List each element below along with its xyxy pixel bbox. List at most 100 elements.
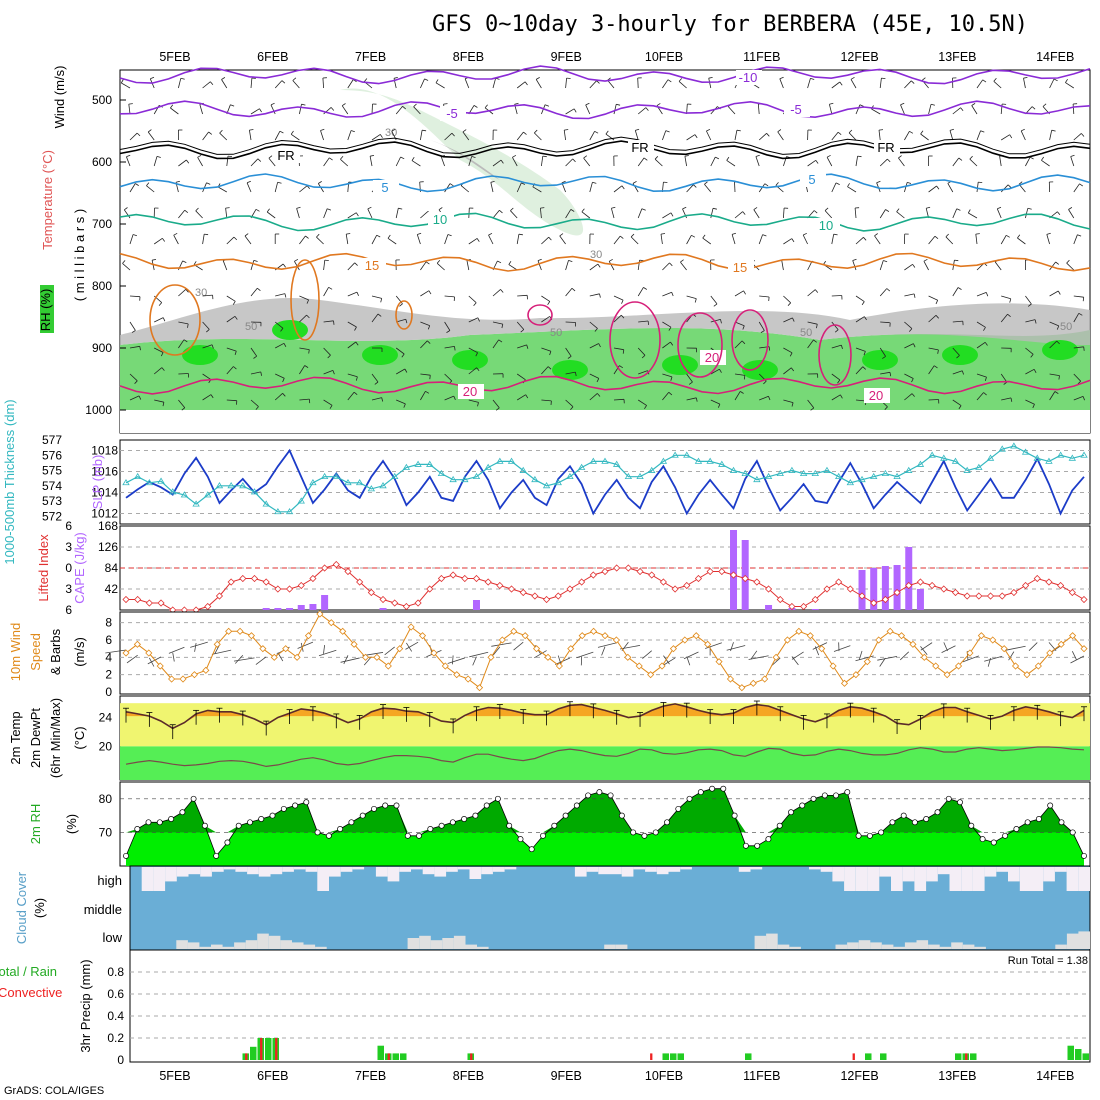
temperature-contour-15 bbox=[395, 300, 413, 330]
wind-barb bbox=[462, 131, 470, 141]
rh2m-point bbox=[134, 826, 141, 832]
wind-barb bbox=[928, 104, 932, 115]
cloud-low-bar bbox=[465, 944, 477, 949]
wind-barb-flag bbox=[374, 381, 379, 385]
slp-line bbox=[125, 448, 1085, 516]
wind-barb-flag bbox=[320, 128, 325, 131]
wind-barb-flag bbox=[1006, 234, 1010, 238]
lifted-index-point bbox=[309, 574, 317, 583]
wind-barb bbox=[217, 186, 227, 193]
thickness-point bbox=[858, 475, 866, 483]
wind10-point bbox=[954, 662, 963, 670]
lifted-index-point bbox=[250, 574, 259, 583]
wind-barb-flag bbox=[975, 233, 980, 235]
wind-barb-flag bbox=[221, 77, 226, 80]
cloud-low-bar bbox=[916, 940, 929, 949]
rh2m-point bbox=[878, 829, 885, 836]
rh2m-units: (%) bbox=[64, 814, 79, 834]
top-date-label: 14FEB bbox=[1036, 50, 1074, 64]
contour-label-bg bbox=[784, 102, 810, 117]
wind-barb bbox=[541, 316, 550, 323]
wind10-point bbox=[270, 653, 278, 661]
wind-barb-flag bbox=[453, 395, 456, 400]
rh2m-point bbox=[664, 819, 670, 826]
wind-barb-flag bbox=[639, 259, 644, 262]
rh2m-point bbox=[359, 812, 366, 819]
wind-barb-flag bbox=[883, 260, 888, 263]
rh2m-point bbox=[494, 795, 501, 802]
precip-tick-label: 0.4 bbox=[107, 1009, 124, 1023]
wind-barb bbox=[1073, 313, 1080, 323]
thickness-point bbox=[764, 472, 773, 480]
wind-barb-flag bbox=[583, 155, 588, 159]
wind-barb-flag bbox=[131, 330, 136, 333]
wind10-grid bbox=[120, 622, 1090, 676]
wind-barb bbox=[534, 132, 542, 141]
wind-barb bbox=[831, 295, 842, 297]
wind-barb-flag bbox=[668, 326, 672, 331]
cloud-low-bar bbox=[303, 944, 316, 949]
wind-barb-flag bbox=[693, 184, 697, 188]
wind-barb bbox=[387, 237, 397, 245]
wind-barb bbox=[541, 366, 549, 375]
wind-barb-flag bbox=[960, 107, 964, 112]
wind-barb-flag bbox=[954, 259, 959, 262]
wind-barb bbox=[221, 79, 228, 89]
wind-barb-flag bbox=[861, 301, 865, 306]
wind-barb-flag bbox=[526, 344, 529, 349]
wind-barb bbox=[976, 79, 984, 89]
wind-barb-flag bbox=[815, 160, 819, 164]
rh2m-point bbox=[416, 832, 422, 839]
precip-total-bar bbox=[250, 1046, 257, 1060]
wind-barb bbox=[686, 235, 692, 245]
rh2m-point bbox=[314, 829, 321, 836]
wind-barb bbox=[734, 391, 741, 401]
wind-barb bbox=[413, 106, 421, 115]
pressure-tick-label: 500 bbox=[92, 93, 112, 107]
wind-barb-flag bbox=[304, 365, 309, 368]
wind-barb bbox=[831, 182, 837, 193]
contour-label: 20 bbox=[705, 350, 719, 365]
wind10-barb bbox=[513, 641, 524, 651]
lifted-index-point bbox=[414, 599, 422, 607]
wind10-point bbox=[772, 653, 780, 661]
wind10-point bbox=[852, 671, 860, 679]
thickness-point bbox=[344, 478, 352, 486]
rh2m-point bbox=[945, 795, 952, 802]
wind-barb-flag bbox=[333, 320, 335, 325]
wind-barb-flag bbox=[316, 233, 320, 238]
wind-barb-flag bbox=[933, 365, 938, 369]
thickness-tick-label: 574 bbox=[42, 479, 62, 493]
bottom-date-label: 11FEB bbox=[743, 1069, 780, 1083]
wind10-barb bbox=[492, 646, 501, 656]
cloud-low-bar bbox=[1078, 931, 1090, 949]
wind-barb-flag bbox=[766, 133, 770, 137]
wind-barb-flag bbox=[1007, 313, 1011, 318]
cloud-high-bar bbox=[481, 867, 493, 875]
wind-barb-flag bbox=[826, 154, 831, 158]
wind-barb bbox=[420, 391, 426, 401]
wind10-point bbox=[863, 658, 871, 666]
wind-barb-flag bbox=[230, 104, 235, 107]
top-date-label: 9FEB bbox=[551, 50, 582, 64]
wind-barb bbox=[323, 260, 326, 271]
wind10-tick-label: 2 bbox=[105, 668, 112, 682]
wind10-point bbox=[829, 662, 837, 670]
wind10-point bbox=[396, 645, 404, 653]
temperature-contour-20 bbox=[731, 309, 769, 371]
wind-barb bbox=[855, 295, 865, 302]
wind-barb-flag bbox=[983, 392, 987, 396]
lifted-index-point bbox=[858, 592, 866, 600]
wind10-point bbox=[726, 675, 735, 683]
wind-barb bbox=[608, 261, 615, 271]
wind-barb-flag bbox=[306, 185, 311, 190]
wind-barb-flag bbox=[1018, 181, 1023, 185]
thickness-tick-label: 575 bbox=[42, 464, 62, 478]
rh2m-point bbox=[957, 799, 963, 806]
wind-barb bbox=[129, 373, 138, 382]
wind-barb-flag bbox=[837, 131, 842, 136]
cloud-low-bar bbox=[176, 940, 188, 949]
